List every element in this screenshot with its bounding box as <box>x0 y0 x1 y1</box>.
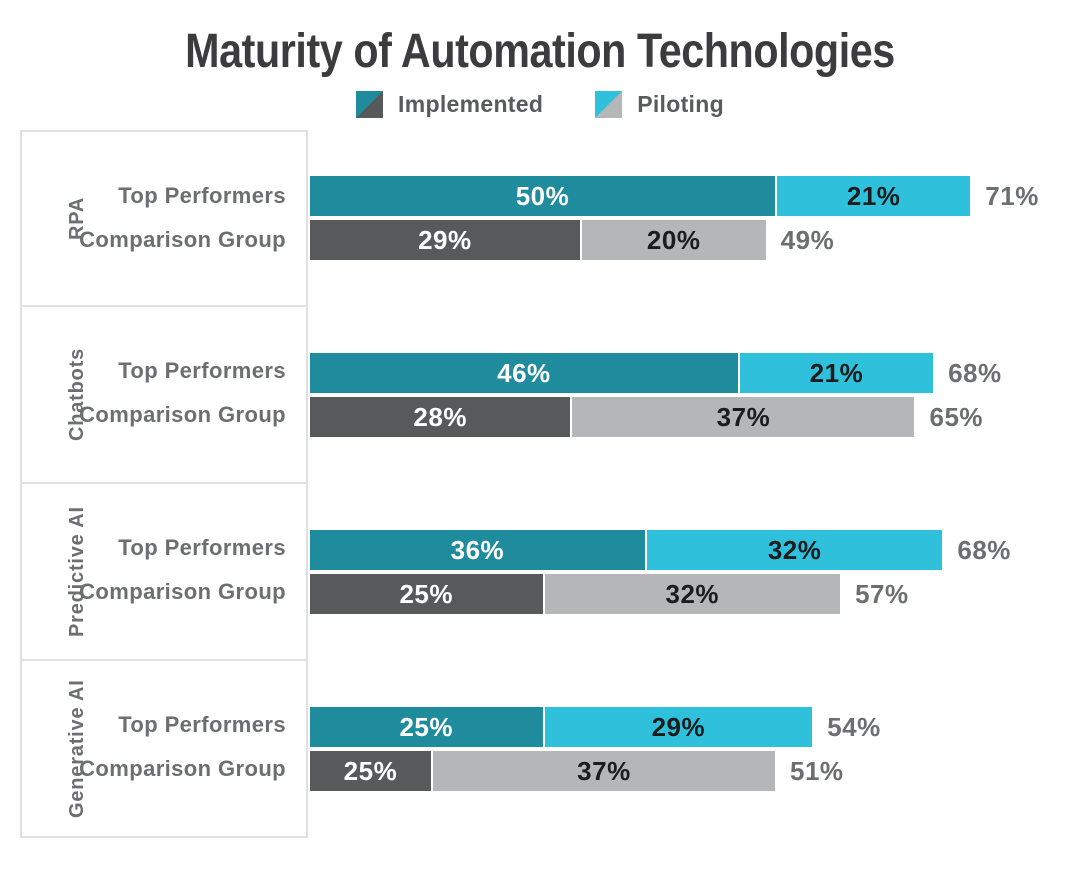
row-labels: Top Performers Comparison Group <box>22 351 306 435</box>
piloting-swatch-icon <box>595 90 623 118</box>
bar-segment-implemented: 46% <box>310 353 738 393</box>
total-label: 68% <box>948 357 1002 388</box>
category-box: Chatbots Top Performers Comparison Group <box>20 307 308 484</box>
bar-segment-piloting: 37% <box>430 751 775 791</box>
bars-area: 46% 21% 68% 28% 37% 65% <box>310 307 1080 484</box>
legend-item-implemented: Implemented <box>356 90 544 118</box>
total-label: 71% <box>985 180 1039 211</box>
bar-segment-implemented: 25% <box>310 574 543 614</box>
bar-row: 25% 29% 54% <box>310 707 1080 747</box>
bar-row: 29% 20% 49% <box>310 220 1080 260</box>
category-section: Chatbots Top Performers Comparison Group … <box>0 307 1080 484</box>
maturity-chart: Maturity of Automation Technologies Impl… <box>0 26 1080 892</box>
category-section: Predictive AI Top Performers Comparison G… <box>0 484 1080 661</box>
legend-label-piloting: Piloting <box>637 90 724 117</box>
row-label: Top Performers <box>118 712 286 737</box>
bars-area: 50% 21% 71% 29% 20% 49% <box>310 130 1080 307</box>
row-label: Top Performers <box>118 535 286 560</box>
bar-row: 28% 37% 65% <box>310 397 1080 437</box>
chart-body: RPA Top Performers Comparison Group 50% 21… <box>0 130 1080 838</box>
bar-row: 25% 37% 51% <box>310 751 1080 791</box>
bar-segment-implemented: 29% <box>310 220 580 260</box>
row-labels: Top Performers Comparison Group <box>22 176 306 260</box>
category-section: RPA Top Performers Comparison Group 50% 21… <box>0 130 1080 307</box>
legend-item-piloting: Piloting <box>595 90 724 118</box>
category-section: Generative AI Top Performers Comparison G… <box>0 661 1080 838</box>
category-box: Generative AI Top Performers Comparison G… <box>20 661 308 838</box>
total-label: 68% <box>957 534 1011 565</box>
legend: Implemented Piloting <box>0 90 1080 118</box>
bar-segment-implemented: 25% <box>310 751 431 791</box>
bar-segment-piloting: 21% <box>775 176 971 216</box>
bar-segment-piloting: 20% <box>579 220 766 260</box>
row-labels: Top Performers Comparison Group <box>22 528 306 612</box>
bar-row: 46% 21% 68% <box>310 353 1080 393</box>
category-box: Predictive AI Top Performers Comparison G… <box>20 484 308 661</box>
category-box: RPA Top Performers Comparison Group <box>20 130 308 307</box>
row-label: Top Performers <box>118 183 286 208</box>
bar-segment-implemented: 36% <box>310 530 645 570</box>
bar-segment-piloting: 37% <box>570 397 915 437</box>
bars-area: 25% 29% 54% 25% 37% 51% <box>310 661 1080 838</box>
bar-segment-piloting: 29% <box>542 707 813 747</box>
row-label: Comparison Group <box>79 227 286 252</box>
total-label: 65% <box>929 401 984 432</box>
bar-row: 36% 32% 68% <box>310 530 1080 570</box>
implemented-swatch-icon <box>356 90 384 118</box>
bar-segment-implemented: 50% <box>310 176 775 216</box>
row-label: Comparison Group <box>79 402 286 427</box>
bars-area: 36% 32% 68% 25% 32% 57% <box>310 484 1080 661</box>
row-label: Comparison Group <box>79 756 286 781</box>
bar-segment-implemented: 28% <box>310 397 571 437</box>
bar-row: 25% 32% 57% <box>310 574 1080 614</box>
bar-segment-implemented: 25% <box>310 707 543 747</box>
row-label: Comparison Group <box>79 579 286 604</box>
chart-title: Maturity of Automation Technologies <box>185 25 895 78</box>
bar-segment-piloting: 32% <box>542 574 841 614</box>
row-label: Top Performers <box>118 358 286 383</box>
total-label: 54% <box>827 711 881 742</box>
row-labels: Top Performers Comparison Group <box>22 705 306 789</box>
bar-row: 50% 21% 71% <box>310 176 1080 216</box>
total-label: 57% <box>855 578 909 609</box>
total-label: 49% <box>780 224 835 255</box>
bar-segment-piloting: 21% <box>737 353 934 393</box>
bar-segment-piloting: 32% <box>644 530 943 570</box>
total-label: 51% <box>789 755 844 786</box>
legend-label-implemented: Implemented <box>398 90 544 117</box>
